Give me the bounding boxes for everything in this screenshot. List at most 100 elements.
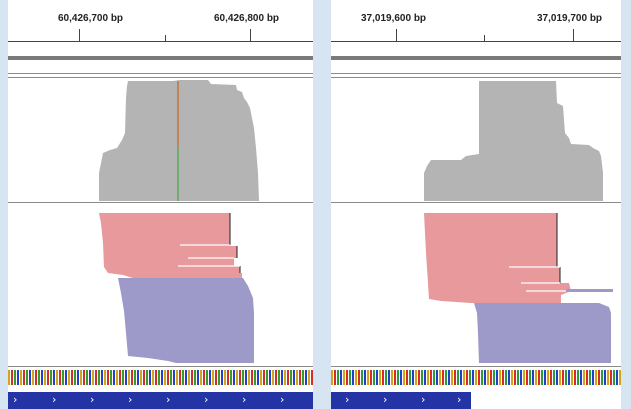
base-mark xyxy=(134,370,136,385)
base-mark xyxy=(188,370,190,385)
base-mark xyxy=(263,370,265,385)
base-mark xyxy=(490,370,492,385)
base-mark xyxy=(376,370,378,385)
base-mark xyxy=(532,370,534,385)
base-mark xyxy=(275,370,277,385)
base-mark xyxy=(472,370,474,385)
base-mark xyxy=(182,370,184,385)
base-mark xyxy=(373,370,375,385)
base-mark xyxy=(218,370,220,385)
base-mark xyxy=(299,370,301,385)
alignment-track[interactable] xyxy=(8,203,313,365)
coord-label: 37,019,600 bp xyxy=(361,13,427,24)
base-mark xyxy=(463,370,465,385)
base-mark xyxy=(571,370,573,385)
base-mark xyxy=(179,370,181,385)
coverage-track[interactable] xyxy=(331,78,621,201)
base-mark xyxy=(191,370,193,385)
base-mark xyxy=(559,370,561,385)
base-mark xyxy=(367,370,369,385)
base-mark xyxy=(116,370,118,385)
base-mark xyxy=(119,370,121,385)
coverage-track[interactable] xyxy=(8,78,313,201)
base-mark xyxy=(343,370,345,385)
base-mark xyxy=(239,370,241,385)
gene-feature[interactable] xyxy=(8,392,313,409)
ruler-line xyxy=(8,41,313,42)
base-mark xyxy=(511,370,513,385)
base-mark xyxy=(523,370,525,385)
base-mark xyxy=(146,370,148,385)
base-mark xyxy=(209,370,211,385)
base-mark xyxy=(574,370,576,385)
chevron-right-icon: › xyxy=(90,393,95,406)
base-mark xyxy=(433,370,435,385)
track-divider xyxy=(331,202,621,203)
base-mark xyxy=(355,370,357,385)
chevron-right-icon: › xyxy=(280,393,285,406)
base-mark xyxy=(149,370,151,385)
base-mark xyxy=(460,370,462,385)
ruler-left[interactable]: 60,426,700 bp 60,426,800 bp xyxy=(8,0,313,50)
coverage-histogram xyxy=(424,81,603,201)
base-mark xyxy=(74,370,76,385)
genome-panel-left[interactable]: 60,426,700 bp 60,426,800 bp › › › › › › … xyxy=(8,0,313,409)
base-mark xyxy=(415,370,417,385)
base-mark xyxy=(17,370,19,385)
ruler-tick xyxy=(396,29,397,41)
base-mark xyxy=(370,370,372,385)
base-mark xyxy=(62,370,64,385)
base-mark xyxy=(248,370,250,385)
base-mark xyxy=(131,370,133,385)
base-mark xyxy=(92,370,94,385)
base-mark xyxy=(83,370,85,385)
track-divider xyxy=(331,366,621,367)
base-mark xyxy=(101,370,103,385)
base-mark xyxy=(583,370,585,385)
base-mark xyxy=(607,370,609,385)
ruler-tick xyxy=(250,29,251,41)
base-mark xyxy=(526,370,528,385)
base-mark xyxy=(164,370,166,385)
base-mark xyxy=(577,370,579,385)
base-mark xyxy=(451,370,453,385)
base-mark xyxy=(424,370,426,385)
chevron-right-icon: › xyxy=(52,393,57,406)
base-mark xyxy=(382,370,384,385)
base-mark xyxy=(445,370,447,385)
base-mark xyxy=(185,370,187,385)
base-mark xyxy=(302,370,304,385)
base-mark xyxy=(122,370,124,385)
base-mark xyxy=(400,370,402,385)
base-mark xyxy=(143,370,145,385)
base-mark xyxy=(236,370,238,385)
base-mark xyxy=(158,370,160,385)
alignment-track[interactable] xyxy=(331,203,621,365)
base-mark xyxy=(155,370,157,385)
chevron-right-icon: › xyxy=(421,393,426,406)
base-mark xyxy=(26,370,28,385)
base-mark xyxy=(251,370,253,385)
base-mark xyxy=(14,370,16,385)
base-mark xyxy=(50,370,52,385)
base-mark xyxy=(493,370,495,385)
genome-panel-right[interactable]: 37,019,600 bp 37,019,700 bp › › › › xyxy=(331,0,621,409)
base-mark xyxy=(562,370,564,385)
base-mark xyxy=(311,370,313,385)
ruler-tick xyxy=(573,29,574,41)
base-mark xyxy=(56,370,58,385)
base-mark xyxy=(541,370,543,385)
base-mark xyxy=(194,370,196,385)
track-divider xyxy=(8,77,313,78)
gene-feature[interactable] xyxy=(331,392,471,409)
base-mark xyxy=(89,370,91,385)
base-mark xyxy=(230,370,232,385)
base-mark xyxy=(71,370,73,385)
base-mark xyxy=(167,370,169,385)
ruler-right[interactable]: 37,019,600 bp 37,019,700 bp xyxy=(331,0,621,50)
base-mark xyxy=(388,370,390,385)
base-mark xyxy=(568,370,570,385)
base-mark xyxy=(77,370,79,385)
base-mark xyxy=(35,370,37,385)
base-mark xyxy=(305,370,307,385)
